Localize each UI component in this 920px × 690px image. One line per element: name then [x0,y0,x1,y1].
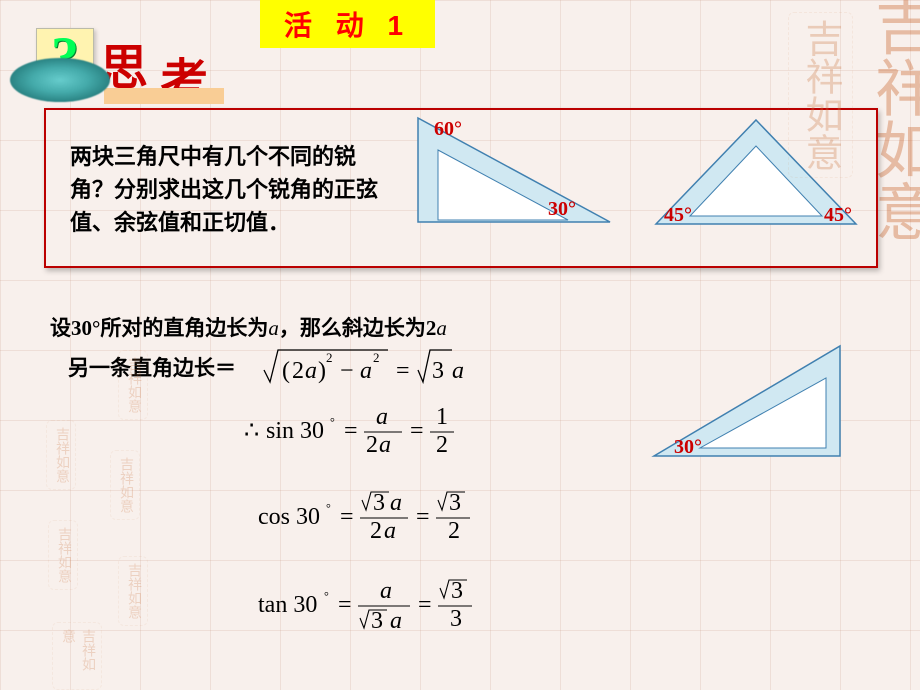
svg-text:3: 3 [373,490,385,516]
angle-30-label-lower: 30° [674,436,702,459]
svg-text:°: ° [330,415,335,429]
svg-text:sin 30: sin 30 [266,418,324,444]
svg-text:1: 1 [436,404,448,430]
svg-text:a: a [390,608,402,634]
question-text: 两块三角尺中有几个不同的锐角？分别求出这几个锐角的正弦值、余弦值和正切值． [70,140,390,239]
svg-text:−: − [340,358,354,384]
watermark-stamp: 吉祥如意 [52,622,102,690]
line1-pre: 设30°所对的直角边长为 [50,316,268,340]
svg-text:a: a [380,578,392,604]
svg-text:=: = [396,358,410,384]
svg-text:2: 2 [366,432,378,458]
eq-cos30: cos 30 ° = 3 a 2a = 3 2 [258,488,508,550]
svg-text:3: 3 [371,608,383,634]
thinking-char-2: 考 [160,56,220,109]
svg-text:a: a [379,432,391,458]
svg-text:3: 3 [449,490,461,516]
angle-30-label-top: 30° [548,198,576,221]
eq-tan30: tan 30 ° = a 3 a = 3 3 [258,576,508,640]
svg-text:2: 2 [373,350,380,365]
triangle-lower [640,338,860,468]
triangle-30-60-90 [400,112,620,232]
svg-text:=: = [416,504,430,530]
svg-text:∴: ∴ [244,418,259,444]
svg-text:cos 30: cos 30 [258,504,320,530]
derivation-line-2: 另一条直角边长＝ [68,352,236,382]
watermark-stamp: 吉祥如意 [110,450,140,520]
watermark-stamp: 吉祥如意 [118,556,148,626]
line2-pre: 另一条直角边长＝ [68,356,236,380]
angle-45-right-label: 45° [824,204,852,227]
eq-other-side: ( 2 a ) 2 − a 2 = 3 a [260,342,520,390]
eq-sin30: ∴ sin 30 ° = a 2a = 1 2 [244,402,474,462]
svg-text:2: 2 [326,350,333,365]
svg-text:a: a [376,404,388,430]
line1-mid: ，那么斜边长为2 [279,316,437,340]
svg-text:tan 30: tan 30 [258,592,317,618]
svg-text:): ) [318,358,326,384]
svg-text:2: 2 [370,518,382,544]
svg-text:a: a [360,358,372,384]
svg-text:(: ( [282,358,290,384]
svg-text:=: = [340,504,354,530]
svg-text:a: a [390,490,402,516]
cloud-decoration [10,58,110,102]
derivation-line-1: 设30°所对的直角边长为a，那么斜边长为2a [50,312,447,342]
svg-text:2: 2 [292,358,304,384]
angle-60-label: 60° [434,118,462,141]
svg-text:3: 3 [451,578,463,604]
svg-text:°: ° [326,501,331,515]
svg-text:a: a [305,358,317,384]
svg-text:3: 3 [432,358,444,384]
watermark-stamp: 吉祥如意 [48,520,78,590]
activity-banner: 活 动 1 [260,0,435,48]
svg-text:3: 3 [450,606,462,632]
line1-a1: a [268,316,279,340]
svg-text:=: = [410,418,424,444]
svg-text:a: a [452,358,464,384]
svg-text:2: 2 [448,518,460,544]
watermark-stamp: 吉祥如意 [46,420,76,490]
svg-text:°: ° [324,589,329,603]
svg-text:2: 2 [436,432,448,458]
svg-text:a: a [384,518,396,544]
svg-text:=: = [418,592,432,618]
line1-a2: a [436,316,447,340]
thinking-heading: 思考 [100,28,220,98]
thinking-char-1: 思 [100,42,160,95]
angle-45-left-label: 45° [664,204,692,227]
svg-text:=: = [344,418,358,444]
svg-text:=: = [338,592,352,618]
